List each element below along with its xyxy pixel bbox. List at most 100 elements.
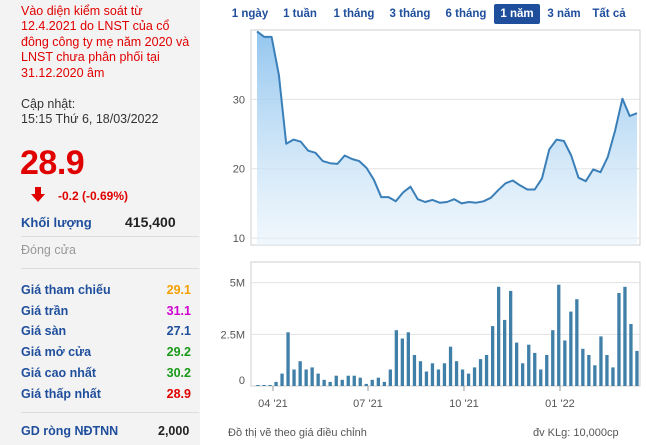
volume-bar xyxy=(346,375,350,386)
price-y-tick-label: 30 xyxy=(233,94,245,106)
volume-bar xyxy=(599,336,603,386)
volume-bar xyxy=(412,355,417,386)
tab-1-week[interactable]: 1 tuần xyxy=(283,8,317,20)
volume-bar xyxy=(545,355,549,386)
volume-bar xyxy=(611,367,615,386)
volume-bar xyxy=(581,348,585,386)
volume-bar xyxy=(310,367,314,386)
volume-bar xyxy=(551,330,555,386)
volume-bar xyxy=(635,350,639,386)
volume-bar xyxy=(569,311,573,386)
tab-all[interactable]: Tất cả xyxy=(592,8,626,20)
price-y-tick-label: 20 xyxy=(233,164,245,176)
divider xyxy=(21,412,199,413)
volume-bar xyxy=(617,293,621,386)
volume-bar xyxy=(623,286,627,386)
volume-y-tick-label: 2.5M xyxy=(221,329,245,341)
volume-bar xyxy=(430,363,435,386)
volume-bar xyxy=(497,286,501,386)
volume-bar xyxy=(454,361,459,386)
volume-bar xyxy=(400,338,404,386)
x-tick-label: 07 '21 xyxy=(353,398,383,410)
volume-chart: 5M 2.5M 0 04 '21 07 '21 10 '21 01 '22 xyxy=(221,261,641,410)
foreign-net-value: 2,000 xyxy=(158,424,190,438)
control-notice: Vào diện kiểm soát từ 12.4.2021 do LNST … xyxy=(21,4,190,80)
chart-footnote: Đồ thị vẽ theo giá điều chỉnh xyxy=(228,427,367,439)
volume-bar xyxy=(460,369,465,386)
volume-bar xyxy=(256,385,260,386)
volume-bar xyxy=(322,379,326,386)
tab-1-year[interactable]: 1 năm xyxy=(494,4,540,24)
volume-unit-note: đv KLg: 10,000cp xyxy=(533,427,619,439)
volume-bar xyxy=(292,369,296,386)
close-label: Đóng cửa xyxy=(21,243,76,257)
volume-bar xyxy=(352,375,356,386)
update-label: Cập nhật: xyxy=(21,97,76,111)
current-price: 28.9 xyxy=(20,144,85,182)
volume-bar xyxy=(316,373,320,386)
volume-bar xyxy=(539,369,543,386)
stat-value: 30.2 xyxy=(166,366,191,380)
stat-label: Giá sàn xyxy=(21,324,67,338)
volume-bar xyxy=(563,340,567,386)
volume-bar xyxy=(448,346,453,386)
volume-bar xyxy=(334,375,338,386)
volume-bar xyxy=(286,332,290,386)
tab-1-month[interactable]: 1 tháng xyxy=(333,8,375,20)
volume-y-tick-label: 0 xyxy=(239,375,245,387)
volume-bar xyxy=(370,379,374,386)
volume-bar xyxy=(521,363,525,386)
foreign-net-label: GD ròng NĐTNN xyxy=(21,424,119,438)
volume-bar xyxy=(418,361,423,386)
volume-bar xyxy=(304,369,308,386)
tab-1-day[interactable]: 1 ngày xyxy=(231,8,269,20)
volume-bar xyxy=(575,299,579,386)
volume-bar xyxy=(629,324,633,386)
stat-value: 29.1 xyxy=(166,283,191,297)
x-tick-label: 01 '22 xyxy=(545,398,575,410)
stat-value: 27.1 xyxy=(166,324,191,338)
volume-bar xyxy=(388,369,392,386)
stat-label: Giá trần xyxy=(21,304,69,318)
stat-value: 31.1 xyxy=(166,304,191,318)
volume-bar xyxy=(394,330,398,386)
volume-bar xyxy=(406,332,410,386)
volume-bar xyxy=(340,379,344,386)
stat-label: Giá mở cửa xyxy=(21,345,92,359)
volume-bar xyxy=(280,373,284,386)
tab-6-months[interactable]: 6 tháng xyxy=(445,8,487,20)
tab-3-years[interactable]: 3 năm xyxy=(547,8,581,20)
x-tick-label: 04 '21 xyxy=(258,398,288,410)
tab-3-months[interactable]: 3 tháng xyxy=(389,8,431,20)
volume-bar xyxy=(466,373,471,386)
stat-value: 28.9 xyxy=(166,387,191,401)
volume-bar xyxy=(262,385,266,386)
volume-bar xyxy=(436,369,441,386)
volume-bar xyxy=(491,326,495,386)
volume-bar xyxy=(268,385,272,386)
x-tick-label: 10 '21 xyxy=(449,398,479,410)
volume-bar xyxy=(442,363,447,386)
volume-bar xyxy=(376,377,380,386)
volume-bar xyxy=(527,344,531,386)
stat-value: 29.2 xyxy=(166,345,191,359)
volume-bar xyxy=(515,342,519,386)
stat-label: Giá cao nhất xyxy=(21,366,97,380)
stat-label: Giá tham chiếu xyxy=(21,283,111,297)
price-line xyxy=(256,30,638,205)
volume-bar xyxy=(328,381,332,386)
update-time: 15:15 Thứ 6, 18/03/2022 xyxy=(21,112,159,126)
price-change: -0.2 (-0.69%) xyxy=(58,189,129,203)
volume-y-tick-label: 5M xyxy=(230,278,245,290)
down-arrow-icon xyxy=(31,187,45,202)
volume-bar xyxy=(605,355,609,386)
volume-bar xyxy=(382,381,386,386)
volume-label: Khối lượng xyxy=(21,215,92,230)
divider xyxy=(21,268,199,269)
price-chart: 30 20 10 xyxy=(233,29,641,246)
volume-bar xyxy=(478,359,483,386)
volume-bar xyxy=(503,319,507,386)
volume-bar xyxy=(587,355,591,386)
volume-bar xyxy=(484,355,489,386)
